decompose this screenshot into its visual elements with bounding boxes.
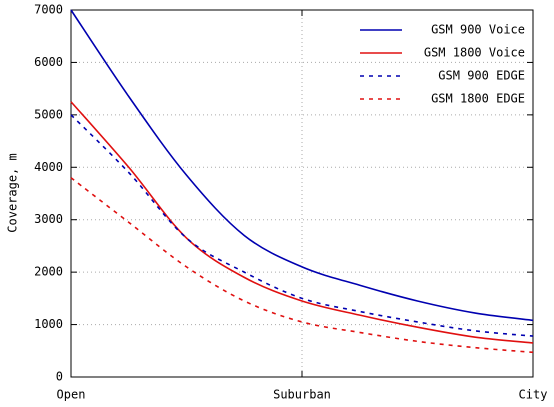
y-tick-label: 6000 <box>34 55 63 69</box>
legend-label: GSM 1800 Voice <box>424 46 525 60</box>
legend-label: GSM 900 Voice <box>431 23 525 37</box>
y-tick-label: 4000 <box>34 160 63 174</box>
y-tick-label: 3000 <box>34 212 63 226</box>
plot-frame <box>70 9 534 378</box>
series-line <box>70 114 534 337</box>
y-tick-label: 2000 <box>34 265 63 279</box>
series-line <box>70 177 534 354</box>
legend-label: GSM 900 EDGE <box>438 69 525 83</box>
y-tick-label: 0 <box>56 370 63 384</box>
y-tick-label: 7000 <box>34 3 63 17</box>
series-line <box>70 9 534 322</box>
y-axis-label: Coverage, m <box>6 153 20 232</box>
series-line <box>70 101 534 344</box>
y-tick-label: 5000 <box>34 107 63 121</box>
legend-label: GSM 1800 EDGE <box>431 92 525 106</box>
y-tick-label: 1000 <box>34 317 63 331</box>
x-tick-label: Open <box>57 388 86 402</box>
x-tick-label: City <box>519 388 548 402</box>
x-tick-label: Suburban <box>273 388 331 402</box>
